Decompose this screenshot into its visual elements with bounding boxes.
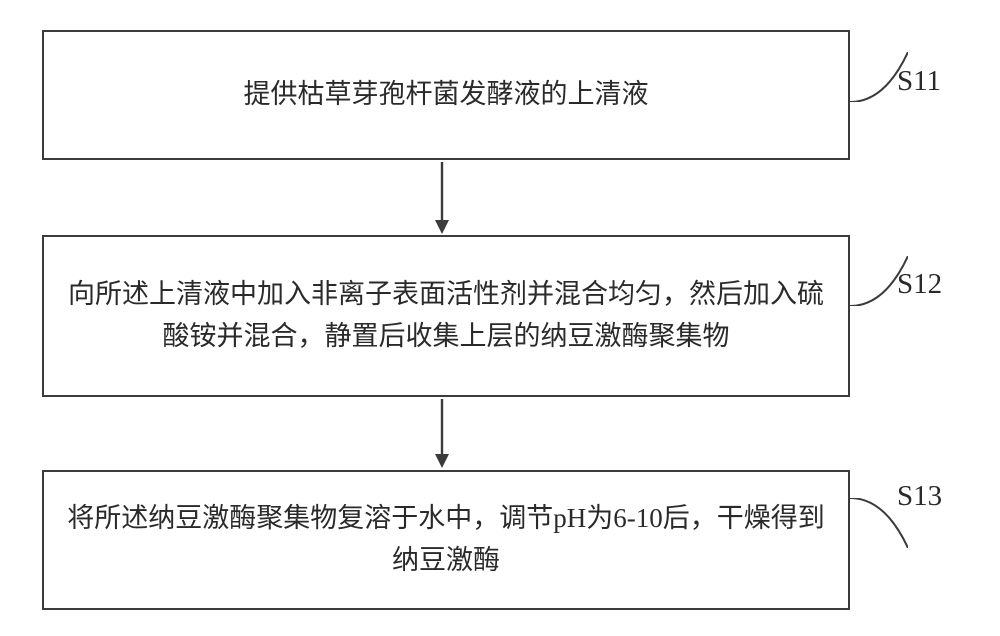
flow-step-s13-text: 将所述纳豆激酶聚集物复溶于水中，调节pH为6-10后，干燥得到纳豆激酶 [66, 498, 826, 582]
flow-step-s11: 提供枯草芽孢杆菌发酵液的上清液 [42, 30, 850, 160]
flow-step-s12: 向所述上清液中加入非离子表面活性剂并混合均匀，然后加入硫酸铵并混合，静置后收集上… [42, 235, 850, 397]
flow-step-s11-label: S11 [897, 65, 941, 98]
flow-step-s13-label: S13 [897, 480, 942, 513]
flow-step-s12-label: S12 [897, 268, 942, 301]
flow-step-s13: 将所述纳豆激酶聚集物复溶于水中，调节pH为6-10后，干燥得到纳豆激酶 [42, 470, 850, 610]
flowchart-container: 提供枯草芽孢杆菌发酵液的上清液 S11 向所述上清液中加入非离子表面活性剂并混合… [0, 0, 1000, 636]
flow-step-s12-text: 向所述上清液中加入非离子表面活性剂并混合均匀，然后加入硫酸铵并混合，静置后收集上… [66, 274, 826, 358]
flow-step-s11-text: 提供枯草芽孢杆菌发酵液的上清液 [244, 74, 649, 116]
